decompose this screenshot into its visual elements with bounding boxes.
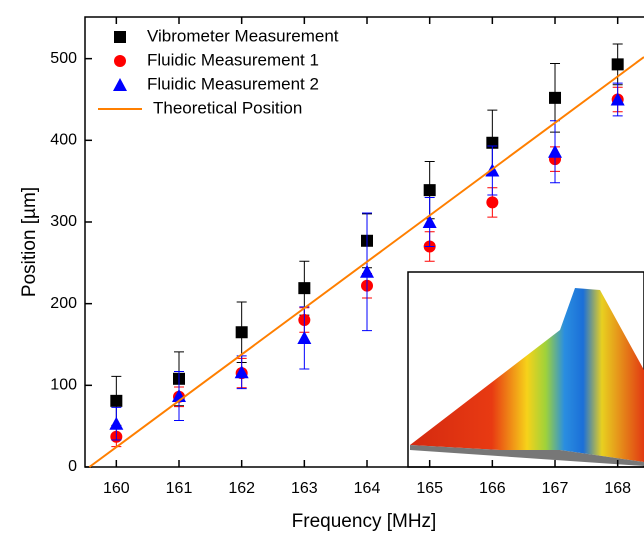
x-tick-label: 162 [228, 480, 255, 497]
y-tick-label: 100 [50, 377, 77, 394]
axis-frame [84, 16, 644, 468]
marker [114, 31, 126, 43]
x-tick-label: 161 [166, 480, 193, 497]
x-axis-title: Frequency [MHz] [292, 511, 437, 532]
legend-text: Fluidic Measurement 1 [147, 50, 319, 69]
marker [422, 214, 437, 228]
marker [113, 78, 127, 91]
x-tick-label: 167 [542, 480, 569, 497]
x-tick-label: 168 [604, 480, 631, 497]
marker [548, 144, 563, 158]
legend-text: Theoretical Position [153, 98, 302, 117]
legend-text: Vibrometer Measurement [147, 26, 339, 45]
marker [611, 58, 624, 71]
inset-image [407, 271, 644, 468]
marker [297, 330, 312, 344]
y-axis-title: Position [µm] [19, 187, 40, 297]
marker [234, 365, 249, 379]
y-tick-label: 300 [50, 213, 77, 230]
x-tick-label: 160 [103, 480, 130, 497]
marker [298, 282, 311, 295]
y-tick-label: 400 [50, 132, 77, 149]
x-tick-label: 163 [291, 480, 318, 497]
marker [610, 92, 625, 106]
marker [114, 55, 126, 67]
marker [360, 264, 375, 278]
marker [486, 196, 499, 209]
legend-text: Fluidic Measurement 2 [147, 74, 319, 93]
marker [235, 326, 248, 339]
theory-line [88, 56, 644, 468]
x-tick-label: 165 [416, 480, 443, 497]
marker [423, 184, 436, 197]
x-tick-label: 166 [479, 480, 506, 497]
x-tick-label: 164 [354, 480, 381, 497]
y-tick-label: 200 [50, 295, 77, 312]
marker [110, 394, 123, 407]
y-tick-label: 500 [50, 50, 77, 67]
marker [549, 91, 562, 104]
marker [109, 416, 124, 430]
y-tick-label: 0 [68, 458, 77, 475]
